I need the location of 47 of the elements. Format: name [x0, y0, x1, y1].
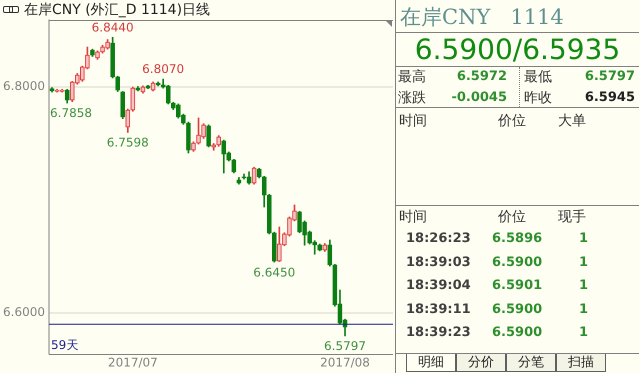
text: 现手 [558, 208, 586, 226]
text: 6.5901 [492, 278, 542, 293]
text: 最低 [524, 68, 552, 86]
text: 1 [578, 231, 588, 246]
text: 6.5972 [456, 69, 507, 84]
text: 6.5900/6.5935 [396, 32, 639, 67]
text: 1 [578, 278, 588, 293]
text: -0.0045 [451, 90, 507, 105]
y-tick-label: 6.6000 [3, 305, 45, 320]
text: 6.5900 [492, 302, 542, 316]
annotation: 6.7598 [106, 136, 149, 150]
text: 6.5797 [584, 69, 635, 84]
text: 1 [578, 302, 588, 316]
text: 大单 [558, 112, 586, 130]
text: 最高 [398, 68, 426, 86]
text: 涨跌 [398, 89, 426, 107]
text: 6.5896 [492, 231, 542, 246]
annotation: 59天 [51, 338, 78, 352]
x-tick-label: 2017/08 [320, 355, 370, 370]
text: 昨收 [524, 89, 552, 107]
text: 6.5900 [492, 325, 542, 340]
text: 18:39:23 [406, 325, 471, 340]
text: 时间 [399, 208, 427, 226]
text: 扫描 [556, 354, 606, 372]
x-tick-label: 2017/07 [108, 355, 158, 370]
text: 6.5900 [492, 254, 542, 270]
text: 18:26:23 [406, 231, 471, 246]
y-tick-label: 6.8000 [3, 79, 45, 94]
text: 在岸CNY 1114 [400, 4, 564, 31]
text: 分笔 [506, 354, 556, 372]
annotation: 6.8070 [142, 62, 184, 76]
text: 1 [578, 254, 588, 270]
text: 18:39:04 [406, 278, 471, 293]
chart-title: 在岸CNY (外汇_D 1114)日线 [24, 1, 210, 19]
annotation: 6.5797 [324, 339, 366, 354]
text: 18:39:03 [406, 254, 471, 270]
text: 时间 [399, 112, 427, 130]
text: 分价 [456, 354, 506, 372]
text: 明细 [406, 354, 456, 372]
text: 18:39:11 [406, 302, 471, 316]
annotation: 6.7858 [50, 106, 92, 120]
annotation: 6.8440 [92, 20, 134, 34]
annotation: 6.6450 [253, 265, 296, 280]
text: 6.5945 [584, 90, 635, 105]
text: 价位 [498, 112, 526, 130]
text: 1 [578, 325, 588, 340]
text: 价位 [498, 208, 526, 226]
